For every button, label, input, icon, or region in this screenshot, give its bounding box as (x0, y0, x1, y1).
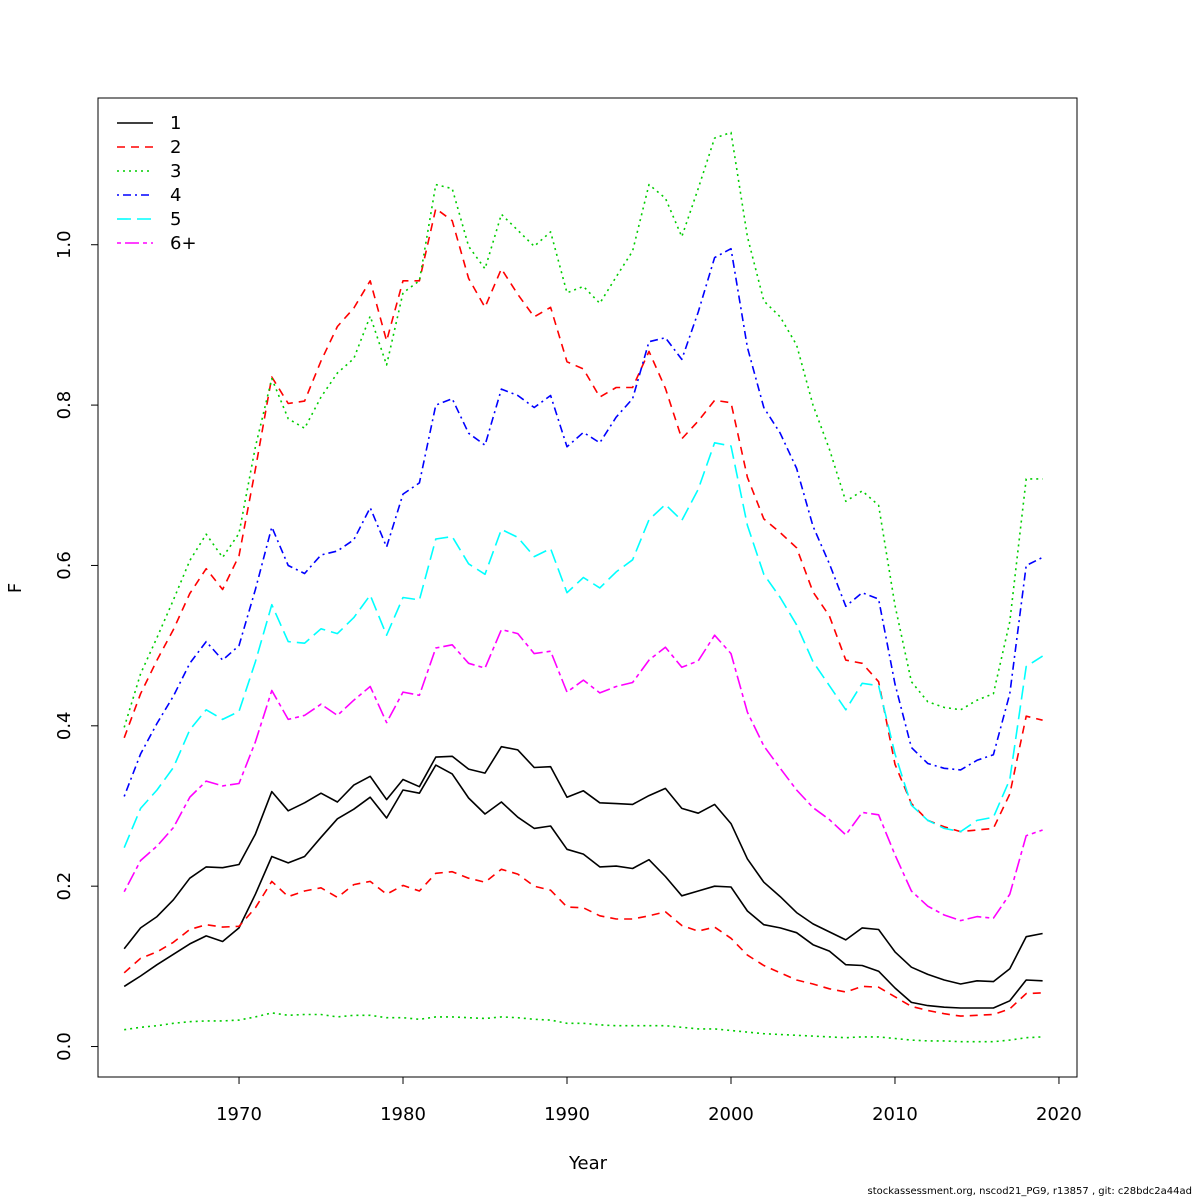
y-tick-label: 0.2 (54, 872, 75, 901)
legend-label: 3 (170, 161, 181, 182)
legend-label: 1 (170, 113, 181, 134)
y-tick-label: 1.0 (54, 230, 75, 259)
y-tick-label: 0.0 (54, 1032, 75, 1061)
series-line-8 (123, 628, 1043, 922)
y-tick-label: 0.4 (54, 711, 75, 740)
x-tick-label: 1980 (380, 1104, 426, 1125)
series-line-3 (123, 868, 1043, 1017)
legend-label: 6+ (170, 233, 197, 254)
series-layer (123, 131, 1044, 1043)
x-axis-label: Year (568, 1153, 608, 1174)
series-line-2 (123, 207, 1043, 833)
y-tick-label: 0.8 (54, 391, 75, 420)
series-line-0 (123, 745, 1043, 985)
x-tick-label: 1990 (544, 1104, 590, 1125)
y-tick-label: 0.6 (54, 551, 75, 580)
y-axis-label: F (5, 583, 26, 593)
plot-frame (97, 97, 1078, 1078)
x-tick-label: 2010 (872, 1104, 918, 1125)
x-tick-label: 2000 (708, 1104, 754, 1125)
series-line-1 (123, 764, 1043, 1009)
x-tick-label: 2020 (1036, 1104, 1082, 1125)
footer-caption: stockassessment.org, nscod21_PG9, r13857… (867, 1186, 1192, 1197)
legend-label: 5 (170, 209, 181, 230)
legend-label: 4 (170, 185, 181, 206)
series-line-5 (124, 1012, 1043, 1043)
series-line-7 (123, 441, 1044, 849)
series-line-6 (123, 247, 1043, 797)
x-axis: 1970 1980 1990 2000 2010 2020 (216, 1076, 1082, 1125)
x-tick-label: 1970 (216, 1104, 262, 1125)
y-axis: 0.0 0.2 0.4 0.6 0.8 1.0 (54, 230, 99, 1061)
legend-label: 2 (170, 137, 181, 158)
legend: 1 2 3 4 5 6+ (117, 113, 197, 254)
